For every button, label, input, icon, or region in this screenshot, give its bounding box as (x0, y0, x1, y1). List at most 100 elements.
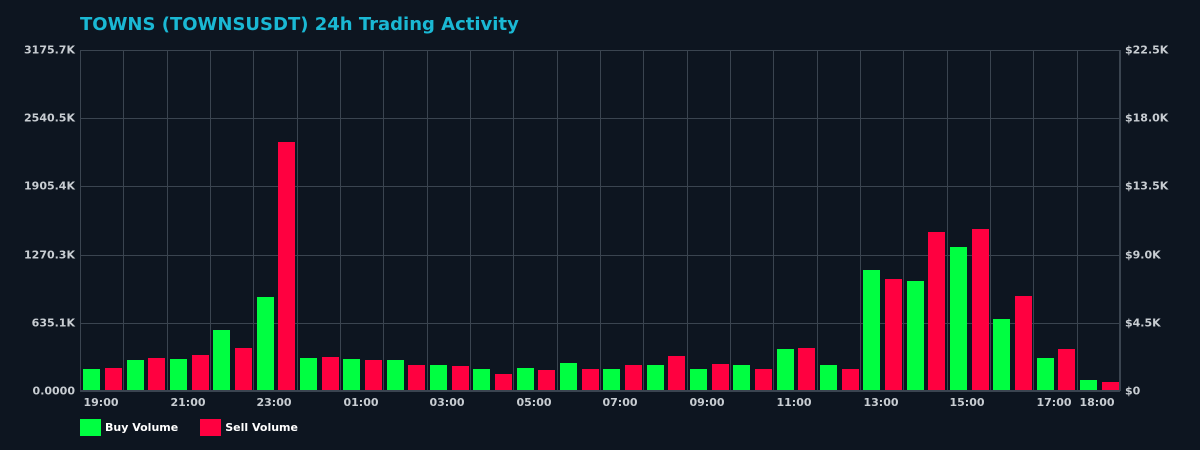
sell-swatch-icon (200, 419, 222, 436)
sell-volume-bar[interactable] (928, 232, 945, 391)
buy-volume-bar[interactable] (560, 363, 577, 391)
buy-volume-bar[interactable] (733, 365, 750, 391)
v-gridline (340, 50, 341, 391)
x-tick-label: 03:00 (429, 396, 465, 409)
y2-tick-label: $22.5K (1125, 43, 1169, 57)
buy-volume-bar[interactable] (603, 369, 620, 391)
sell-volume-bar[interactable] (1058, 349, 1075, 391)
buy-volume-bar[interactable] (127, 360, 144, 391)
v-gridline (1120, 50, 1121, 391)
legend-item-sell[interactable]: Sell Volume (200, 419, 298, 436)
v-gridline (817, 50, 818, 391)
y2-tick-label: $18.0K (1125, 111, 1169, 125)
sell-volume-bar[interactable] (668, 356, 685, 391)
v-gridline (730, 50, 731, 391)
buy-volume-bar[interactable] (83, 369, 100, 391)
buy-volume-bar[interactable] (387, 360, 404, 391)
v-gridline (80, 50, 81, 391)
sell-volume-bar[interactable] (105, 368, 122, 391)
sell-volume-bar[interactable] (408, 365, 425, 391)
buy-volume-bar[interactable] (430, 365, 447, 391)
v-gridline (513, 50, 514, 391)
v-gridline (1077, 50, 1078, 391)
v-gridline (383, 50, 384, 391)
v-gridline (557, 50, 558, 391)
buy-swatch-icon (80, 419, 101, 436)
v-gridline (123, 50, 124, 391)
sell-volume-bar[interactable] (235, 348, 252, 391)
buy-volume-bar[interactable] (257, 297, 274, 391)
buy-volume-bar[interactable] (777, 349, 794, 391)
y-tick-label: 3175.7K (24, 43, 75, 57)
v-gridline (860, 50, 861, 391)
x-tick-label: 21:00 (170, 396, 206, 409)
buy-volume-bar[interactable] (647, 365, 664, 391)
buy-volume-bar[interactable] (950, 247, 967, 391)
buy-volume-bar[interactable] (473, 369, 490, 391)
sell-volume-bar[interactable] (885, 279, 902, 391)
x-tick-label: 05:00 (516, 396, 552, 409)
legend-label-sell: Sell Volume (225, 421, 298, 434)
sell-volume-bar[interactable] (495, 374, 512, 391)
x-tick-label: 01:00 (343, 396, 379, 409)
sell-volume-bar[interactable] (712, 364, 729, 391)
buy-volume-bar[interactable] (170, 359, 187, 391)
x-tick-label: 18:00 (1079, 396, 1115, 409)
v-gridline (470, 50, 471, 391)
y-tick-label: 0.0000 (32, 384, 75, 398)
sell-volume-bar[interactable] (755, 369, 772, 391)
buy-volume-bar[interactable] (1037, 358, 1054, 391)
sell-volume-bar[interactable] (798, 348, 815, 391)
h-gridline (80, 391, 1120, 392)
x-tick-label: 09:00 (689, 396, 725, 409)
sell-volume-bar[interactable] (1102, 382, 1119, 391)
x-axis-line (80, 390, 1120, 391)
sell-volume-bar[interactable] (538, 370, 555, 391)
buy-volume-bar[interactable] (993, 319, 1010, 391)
x-tick-label: 17:00 (1036, 396, 1072, 409)
buy-volume-bar[interactable] (690, 369, 707, 391)
y2-tick-label: $0 (1125, 384, 1141, 398)
v-gridline (167, 50, 168, 391)
plot-area (80, 50, 1121, 392)
sell-volume-bar[interactable] (582, 369, 599, 391)
x-tick-label: 15:00 (949, 396, 985, 409)
buy-volume-bar[interactable] (1080, 380, 1097, 391)
sell-volume-bar[interactable] (842, 369, 859, 391)
v-gridline (210, 50, 211, 391)
sell-volume-bar[interactable] (322, 357, 339, 391)
sell-volume-bar[interactable] (452, 366, 469, 391)
buy-volume-bar[interactable] (820, 365, 837, 391)
buy-volume-bar[interactable] (343, 359, 360, 391)
v-gridline (297, 50, 298, 391)
legend-item-buy[interactable]: Buy Volume (80, 419, 178, 436)
v-gridline (903, 50, 904, 391)
y-tick-label: 1905.4K (24, 179, 75, 193)
buy-volume-bar[interactable] (517, 368, 534, 391)
v-gridline (947, 50, 948, 391)
y2-tick-label: $13.5K (1125, 179, 1169, 193)
v-gridline (600, 50, 601, 391)
buy-volume-bar[interactable] (863, 270, 880, 391)
sell-volume-bar[interactable] (148, 358, 165, 391)
sell-volume-bar[interactable] (192, 355, 209, 391)
buy-volume-bar[interactable] (300, 358, 317, 391)
buy-volume-bar[interactable] (907, 281, 924, 391)
sell-volume-bar[interactable] (365, 360, 382, 391)
x-tick-label: 13:00 (863, 396, 899, 409)
v-gridline (687, 50, 688, 391)
legend: Buy Volume Sell Volume (80, 419, 320, 436)
buy-volume-bar[interactable] (213, 330, 230, 391)
sell-volume-bar[interactable] (625, 365, 642, 391)
v-gridline (773, 50, 774, 391)
x-tick-label: 23:00 (256, 396, 292, 409)
x-tick-label: 07:00 (602, 396, 638, 409)
chart-title: TOWNS (TOWNSUSDT) 24h Trading Activity (80, 14, 519, 35)
sell-volume-bar[interactable] (972, 229, 989, 391)
sell-volume-bar[interactable] (278, 142, 295, 391)
y-tick-label: 2540.5K (24, 111, 75, 125)
v-gridline (253, 50, 254, 391)
v-gridline (427, 50, 428, 391)
sell-volume-bar[interactable] (1015, 296, 1032, 391)
v-gridline (990, 50, 991, 391)
